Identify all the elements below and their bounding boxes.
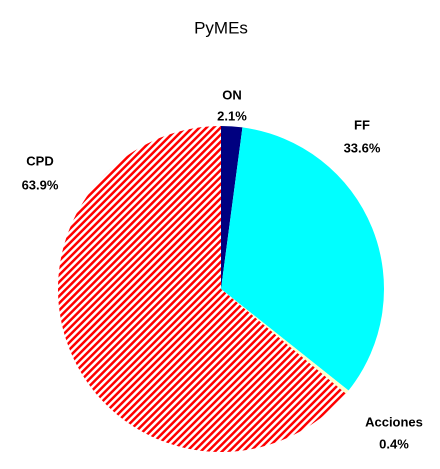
pie-slice: [57, 126, 346, 453]
slice-label: ON: [222, 87, 242, 102]
pie-slice: [221, 127, 384, 391]
slice-label: CPD: [26, 153, 53, 168]
slice-value-label: 2.1%: [217, 108, 247, 123]
slice-label: Acciones: [365, 414, 423, 429]
pie-slice: [221, 126, 243, 289]
slice-value-label: 33.6%: [344, 140, 381, 155]
pie-slice: [221, 289, 349, 394]
slice-label: FF: [354, 117, 370, 132]
slice-value-label: 63.9%: [22, 177, 59, 192]
slice-value-label: 0.4%: [379, 436, 409, 451]
chart-title: PyMEs: [194, 18, 248, 37]
